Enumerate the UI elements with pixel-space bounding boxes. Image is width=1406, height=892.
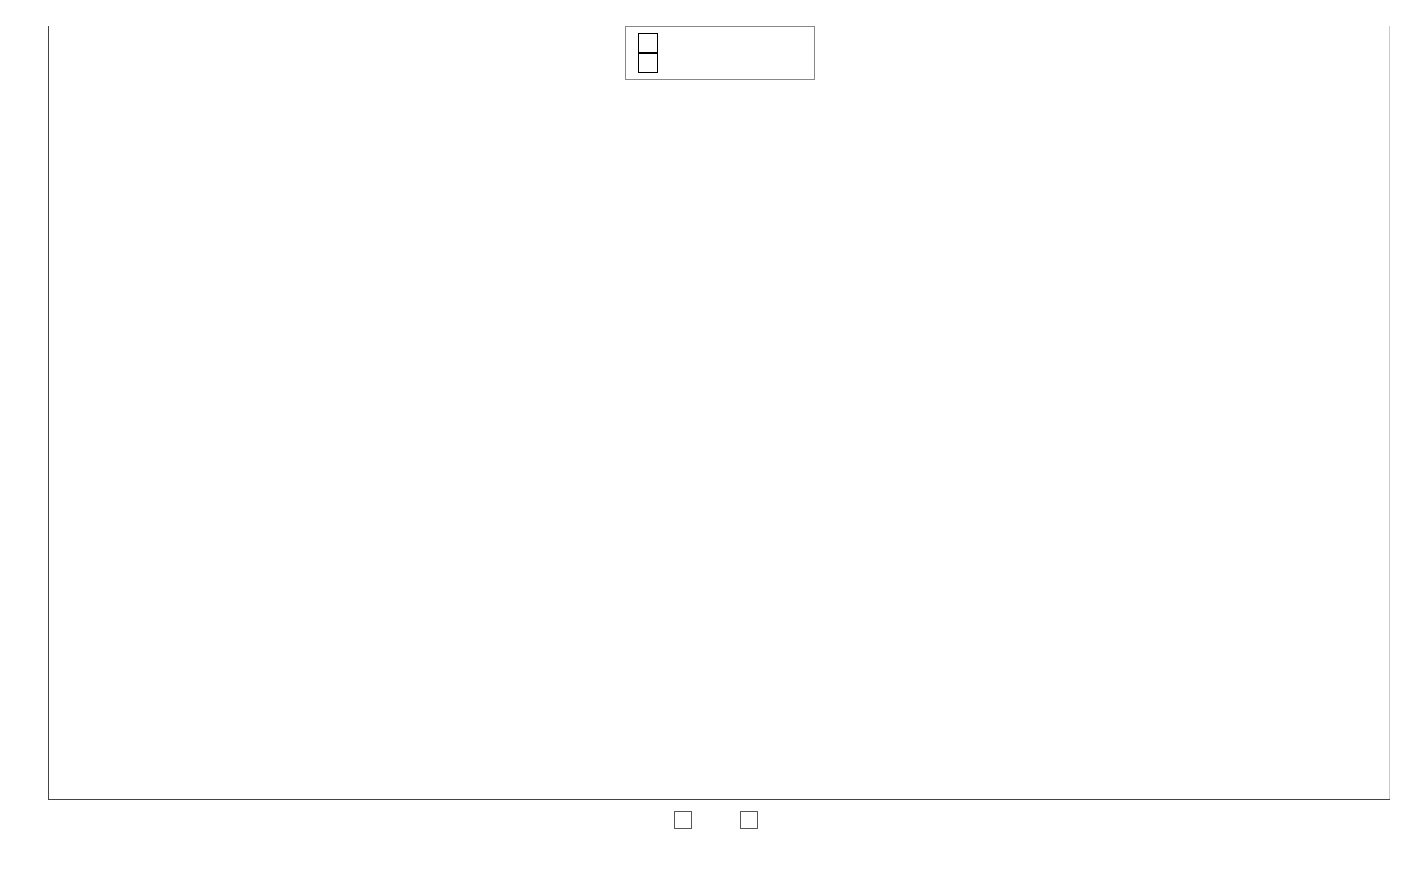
swatch-colombians-2 <box>674 811 692 829</box>
plot-area <box>48 26 1390 800</box>
legend-item-mexicans <box>740 811 766 829</box>
legend-row-mexicans <box>638 53 802 73</box>
swatch-mexicans <box>638 53 658 73</box>
swatch-colombians <box>638 33 658 53</box>
correlation-legend <box>625 26 815 80</box>
legend-item-colombians <box>674 811 700 829</box>
legend-row-colombians <box>638 33 802 53</box>
plot-right-border <box>1389 26 1390 799</box>
swatch-mexicans-2 <box>740 811 758 829</box>
series-legend <box>674 811 766 829</box>
chart-container <box>0 16 1406 846</box>
